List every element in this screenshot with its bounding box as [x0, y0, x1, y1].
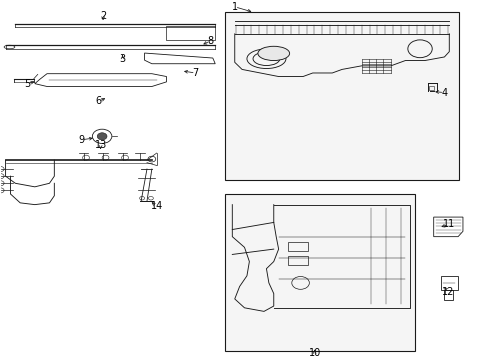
- Text: 9: 9: [78, 135, 84, 145]
- Text: 11: 11: [442, 219, 454, 229]
- Text: 3: 3: [119, 54, 125, 64]
- Bar: [440, 276, 457, 290]
- Text: 13: 13: [94, 140, 106, 150]
- Text: 6: 6: [95, 96, 101, 107]
- Text: 8: 8: [207, 36, 213, 46]
- Circle shape: [97, 133, 107, 140]
- Bar: [288, 256, 307, 265]
- Bar: [288, 242, 307, 251]
- Ellipse shape: [257, 46, 289, 60]
- Bar: [428, 86, 433, 90]
- Text: 2: 2: [100, 11, 106, 21]
- Text: 12: 12: [441, 287, 453, 297]
- Text: 10: 10: [308, 348, 320, 358]
- Text: 5: 5: [24, 78, 31, 89]
- Text: 4: 4: [441, 87, 447, 98]
- Bar: [444, 290, 452, 300]
- Text: 14: 14: [150, 201, 163, 211]
- Bar: [166, 26, 215, 40]
- Text: 1: 1: [231, 2, 237, 12]
- Bar: [224, 194, 414, 351]
- Bar: [224, 13, 458, 180]
- Text: 7: 7: [192, 68, 199, 78]
